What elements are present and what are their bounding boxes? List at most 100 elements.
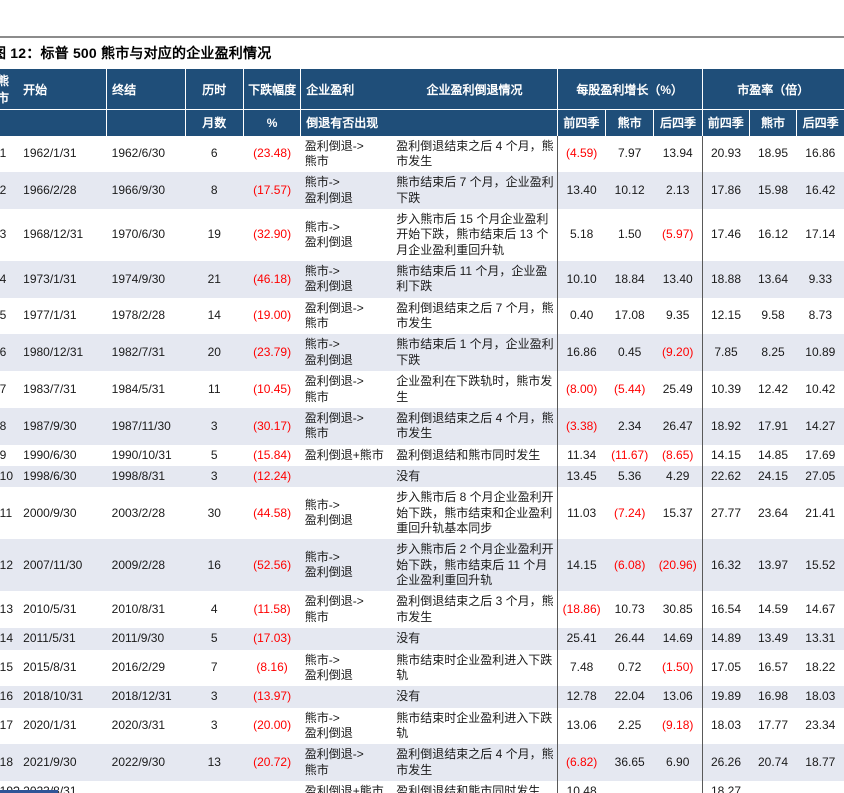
cell-eps-prev: 11.03 bbox=[556, 487, 606, 540]
page-footer-accent-bar bbox=[0, 790, 58, 793]
table-row: #19?2023/8/31 盈利倒退+熊市 盈利倒退结和熊市同时发生 10.48 18.… bbox=[0, 781, 844, 793]
cell-eps-next: 14.69 bbox=[653, 628, 703, 650]
cell-eps-bear: 0.45 bbox=[605, 334, 654, 372]
cell-pe-prev: 12.15 bbox=[701, 297, 750, 335]
cell-eps-bear: 22.04 bbox=[605, 686, 654, 708]
cell-eps-prev: 10.10 bbox=[556, 261, 606, 298]
cell-start: 2000/9/30 bbox=[23, 505, 77, 520]
cell-type: 盈利倒退+熊市 bbox=[304, 784, 384, 793]
cell-decline: (32.90) bbox=[253, 227, 292, 242]
cell-months: 6 bbox=[210, 146, 218, 161]
cell-eps-prev: 14.15 bbox=[556, 539, 606, 592]
cell-detail: 熊市结束后 7 个月，企业盈利下跌 bbox=[392, 172, 558, 209]
cell-pe-next: 15.52 bbox=[796, 539, 844, 592]
cell-type: 熊市-> 盈利倒退 bbox=[300, 172, 393, 209]
cell-decline: (19.00) bbox=[253, 308, 292, 323]
cell-decline: (11.58) bbox=[253, 602, 291, 617]
cell-end: 2022/9/30 bbox=[106, 744, 186, 782]
cell-decline: (20.72) bbox=[243, 744, 301, 782]
cell-id: #8 bbox=[0, 407, 19, 445]
cell-eps-next: (5.97) bbox=[662, 227, 694, 242]
cell-id: #18 bbox=[0, 744, 19, 782]
cell-detail: 熊市结束后 11 个月，企业盈利下跌 bbox=[392, 261, 558, 298]
cell-pe-prev: 7.85 bbox=[701, 334, 750, 372]
cell-pe-next: 8.73 bbox=[808, 308, 832, 323]
header-end: 终结 bbox=[106, 69, 186, 110]
header-earnings-recession: 企业盈利 bbox=[300, 69, 393, 110]
cell-eps-bear: 7.97 bbox=[617, 146, 642, 161]
cell-id: #11 bbox=[0, 505, 13, 520]
header-recession-occurred: 倒退有否出现 bbox=[300, 109, 393, 136]
cell-eps-next: 13.94 bbox=[662, 146, 693, 161]
cell-pe-next: 18.22 bbox=[805, 660, 836, 675]
cell-months: 14 bbox=[207, 308, 221, 323]
cell-eps-next: 15.37 bbox=[662, 505, 693, 520]
cell-eps-bear: 18.84 bbox=[605, 261, 654, 298]
cell-detail: 步入熊市后 2 个月企业盈利开始下跌，熊市结束后 11 个月企业盈利重回升轨 bbox=[392, 539, 558, 592]
cell-eps-bear: 26.44 bbox=[605, 628, 654, 650]
cell-pe-bear bbox=[749, 781, 796, 793]
cell-type: 盈利倒退-> 熊市 bbox=[300, 407, 393, 445]
cell-months: 20 bbox=[185, 334, 244, 372]
cell-eps-bear: 36.65 bbox=[605, 744, 654, 782]
cell-eps-next: (9.20) bbox=[653, 334, 703, 372]
header-group-eps-growth: 每股盈利增长（%） bbox=[556, 69, 703, 110]
cell-detail: 盈利倒退结束之后 4 个月，熊市发生 bbox=[396, 138, 554, 168]
cell-id: #7 bbox=[0, 381, 7, 396]
cell-decline: (20.00) bbox=[253, 718, 292, 733]
cell-decline: (23.79) bbox=[243, 334, 301, 372]
cell-pe-next: 18.03 bbox=[796, 686, 844, 708]
table-row: #13 2010/5/31 2010/8/31 4 (11.58) 盈利倒退-> 熊市 盈利… bbox=[0, 591, 844, 629]
table-row: #5 1977/1/31 1978/2/28 14 (19.00) 盈利倒退-> 熊市 盈利… bbox=[0, 297, 844, 335]
header-decline: 下跌幅度 bbox=[243, 69, 302, 110]
cell-detail: 没有 bbox=[392, 686, 558, 708]
header-start-sub bbox=[18, 109, 108, 136]
cell-pe-prev: 26.26 bbox=[701, 744, 750, 782]
cell-eps-next: 4.29 bbox=[653, 465, 703, 488]
cell-end: 2018/12/31 bbox=[106, 686, 186, 708]
cell-start: 1990/6/30 bbox=[23, 447, 77, 462]
cell-eps-next: 9.35 bbox=[666, 308, 690, 323]
cell-pe-next: 27.05 bbox=[796, 465, 844, 488]
cell-decline bbox=[243, 781, 300, 793]
cell-id: #4 bbox=[0, 261, 19, 298]
cell-eps-bear: 10.73 bbox=[614, 602, 645, 617]
cell-pe-next: 10.42 bbox=[805, 381, 836, 396]
header-row-1: 熊市 开始 终结 历时 下跌幅度 企业盈利 企业盈利倒退情况 每股盈利增长（%）… bbox=[0, 69, 844, 110]
table-row: #15 2015/8/31 2016/2/29 7 (8.16) 熊市-> 盈利倒退 熊市结… bbox=[0, 649, 844, 687]
cell-eps-prev: 13.40 bbox=[556, 172, 606, 209]
cell-pe-bear: 8.25 bbox=[749, 334, 797, 372]
table-row: #11 2000/9/30 2003/2/28 30 (44.58) 熊市-> 盈利倒退 步… bbox=[0, 487, 844, 540]
cell-pe-prev: 17.86 bbox=[701, 172, 750, 209]
cell-eps-prev: (4.59) bbox=[556, 135, 606, 173]
cell-pe-bear: 17.91 bbox=[749, 407, 797, 445]
cell-pe-next: 16.86 bbox=[805, 146, 836, 161]
cell-detail: 没有 bbox=[392, 465, 558, 488]
header-pe-bear: 熊市 bbox=[749, 109, 798, 136]
cell-id: #14 bbox=[0, 628, 19, 650]
cell-months bbox=[185, 781, 243, 793]
cell-type: 熊市-> 盈利倒退 bbox=[304, 652, 353, 682]
cell-id: #17 bbox=[0, 718, 14, 733]
cell-detail: 盈利倒退结束之后 4 个月，熊市发生 bbox=[392, 407, 558, 445]
cell-pe-prev: 18.88 bbox=[701, 261, 750, 298]
table-row: #17 2020/1/31 2020/3/31 3 (20.00) 熊市-> 盈利倒退 熊市… bbox=[0, 707, 844, 745]
cell-pe-bear: 20.74 bbox=[749, 744, 797, 782]
cell-start: 1987/9/30 bbox=[18, 407, 107, 445]
cell-decline: (10.45) bbox=[253, 381, 292, 396]
cell-type: 熊市-> 盈利倒退 bbox=[300, 334, 393, 372]
cell-pe-bear: 16.12 bbox=[757, 227, 789, 242]
cell-months: 5 bbox=[210, 447, 218, 462]
cell-detail: 盈利倒退结束之后 4 个月，熊市发生 bbox=[392, 744, 558, 782]
cell-months: 7 bbox=[210, 660, 218, 675]
table-row: #3 1968/12/31 1970/6/30 19 (32.90) 熊市-> 盈利倒退 步… bbox=[0, 208, 844, 262]
cell-end: 1987/11/30 bbox=[106, 407, 186, 445]
cell-type: 熊市-> 盈利倒退 bbox=[304, 710, 353, 740]
cell-pe-bear: 17.77 bbox=[757, 718, 789, 733]
cell-start: 1966/2/28 bbox=[18, 172, 107, 209]
